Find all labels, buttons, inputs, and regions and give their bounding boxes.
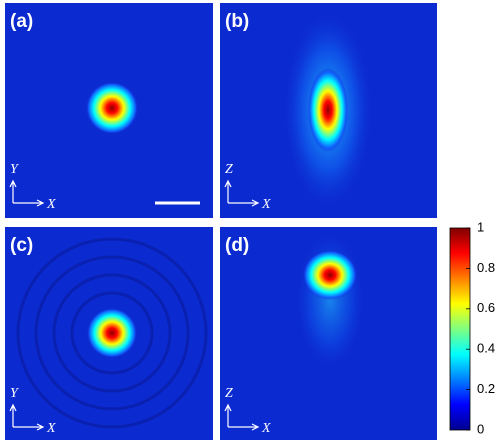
colorbar-tick-label: 0.2 — [477, 381, 495, 396]
axis-label-horizontal: X — [46, 421, 56, 436]
panel-d — [220, 227, 437, 440]
axis-label-horizontal: X — [46, 197, 56, 212]
axis-arrows — [224, 403, 260, 431]
axis-arrows — [9, 179, 45, 207]
colorbar-tick-label: 0.4 — [477, 341, 495, 356]
panel-b — [220, 3, 437, 218]
colorbar-tick-label: 0.6 — [477, 300, 495, 315]
colorbar-tick-label: 0 — [477, 421, 484, 436]
axis-label-vertical: Y — [10, 386, 20, 401]
panel-c — [5, 227, 213, 440]
panel-label: (b) — [225, 11, 249, 32]
axis-arrows — [9, 403, 45, 431]
panel-label: (d) — [225, 235, 249, 256]
colorbar-tick-label: 0.8 — [477, 260, 495, 275]
axis-label-vertical: Z — [225, 386, 233, 401]
axis-arrows — [224, 179, 260, 207]
panel-label: (a) — [10, 11, 33, 32]
colorbar — [449, 227, 471, 431]
panel-a — [5, 3, 213, 218]
axis-label-vertical: Y — [10, 162, 20, 177]
colorbar-tick-label: 1 — [477, 219, 484, 234]
panel-label: (c) — [10, 235, 33, 256]
axis-label-vertical: Z — [225, 162, 233, 177]
axis-label-horizontal: X — [261, 421, 271, 436]
axis-label-horizontal: X — [261, 197, 271, 212]
